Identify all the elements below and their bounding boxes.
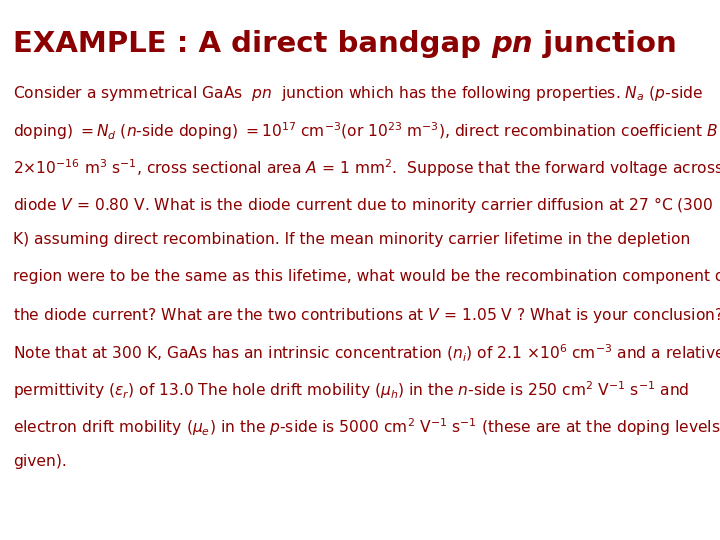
Text: EXAMPLE : A direct bandgap: EXAMPLE : A direct bandgap <box>13 30 491 58</box>
Text: Note that at 300 K, GaAs has an intrinsic concentration ($n_i$) of 2.1 $\times 1: Note that at 300 K, GaAs has an intrinsi… <box>13 343 720 364</box>
Text: diode $V$ = 0.80 V. What is the diode current due to minority carrier diffusion : diode $V$ = 0.80 V. What is the diode cu… <box>13 195 714 215</box>
Text: K) assuming direct recombination. If the mean minority carrier lifetime in the d: K) assuming direct recombination. If the… <box>13 232 690 247</box>
Text: junction: junction <box>533 30 677 58</box>
Text: region were to be the same as this lifetime, what would be the recombination com: region were to be the same as this lifet… <box>13 269 720 284</box>
Text: $2{\times}10^{-16}$ m$^3$ s$^{-1}$, cross sectional area $A$ = 1 mm$^2$.  Suppos: $2{\times}10^{-16}$ m$^3$ s$^{-1}$, cros… <box>13 158 720 179</box>
Text: the diode current? What are the two contributions at $V$ = 1.05 V ? What is your: the diode current? What are the two cont… <box>13 306 720 325</box>
Text: given).: given). <box>13 454 67 469</box>
Text: Consider a symmetrical GaAs  $pn$  junction which has the following properties. : Consider a symmetrical GaAs $pn$ junctio… <box>13 84 703 103</box>
Text: electron drift mobility ($\mu_e$) in the $p$-side is 5000 cm$^2$ V$^{-1}$ s$^{-1: electron drift mobility ($\mu_e$) in the… <box>13 417 720 438</box>
Text: pn: pn <box>491 30 533 58</box>
Text: doping) $= N_d$ ($n$-side doping) $= 10^{17}$ cm$^{-3}$(or $10^{23}$ m$^{-3}$), : doping) $= N_d$ ($n$-side doping) $= 10^… <box>13 120 720 143</box>
Text: permittivity ($\varepsilon_r$) of 13.0 The hole drift mobility ($\mu_h$) in the : permittivity ($\varepsilon_r$) of 13.0 T… <box>13 380 689 401</box>
